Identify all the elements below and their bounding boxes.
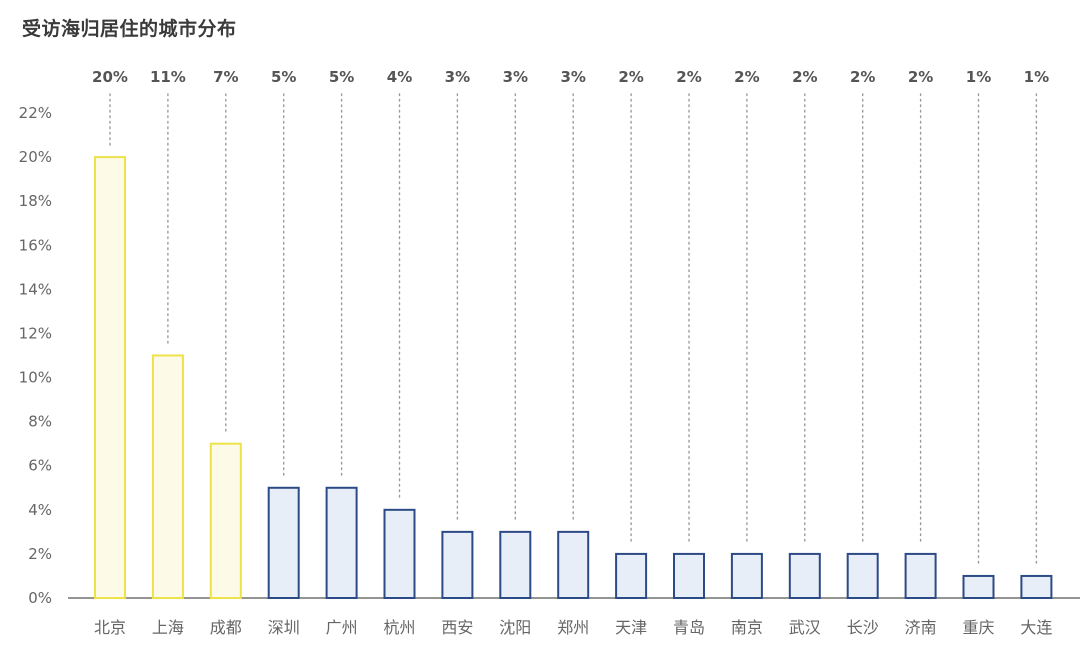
data-label: 2% (850, 68, 875, 86)
data-label: 3% (503, 68, 528, 86)
y-tick-label: 18% (19, 192, 52, 210)
data-label: 2% (908, 68, 933, 86)
x-tick-label: 广州 (326, 618, 358, 637)
data-label: 1% (1024, 68, 1049, 86)
bar (1020, 574, 1053, 599)
x-tick-label: 重庆 (962, 618, 994, 637)
x-tick-label: 沈阳 (499, 618, 531, 637)
x-tick-label: 上海 (152, 618, 184, 637)
data-label: 4% (387, 68, 412, 86)
y-tick-label: 8% (28, 413, 52, 431)
y-tick-label: 10% (19, 369, 52, 387)
data-label: 1% (966, 68, 991, 86)
data-label: 20% (92, 68, 128, 86)
data-label: 3% (445, 68, 470, 86)
bar (209, 442, 242, 599)
data-label: 2% (734, 68, 759, 86)
bar (383, 508, 416, 599)
x-tick-label: 成都 (210, 618, 242, 637)
x-tick-label: 天津 (615, 618, 647, 637)
data-label: 5% (329, 68, 354, 86)
data-label: 11% (150, 68, 186, 86)
data-label: 3% (560, 68, 585, 86)
bar (846, 552, 879, 600)
bar (557, 530, 590, 600)
x-tick-label: 北京 (94, 618, 126, 637)
y-tick-label: 12% (19, 324, 52, 342)
bar (325, 486, 358, 600)
data-label: 2% (676, 68, 701, 86)
data-label: 7% (213, 68, 238, 86)
y-tick-label: 0% (28, 589, 52, 607)
x-tick-label: 郑州 (557, 618, 589, 637)
x-tick-label: 深圳 (268, 618, 300, 637)
data-label: 2% (618, 68, 643, 86)
bar (441, 530, 474, 600)
bar (151, 354, 184, 599)
bar (94, 156, 126, 599)
chart-title: 受访海归居住的城市分布 (22, 18, 237, 40)
y-tick-label: 14% (19, 280, 52, 298)
x-tick-label: 大连 (1020, 618, 1052, 637)
x-tick-label: 西安 (441, 618, 473, 637)
y-tick-label: 20% (19, 148, 52, 166)
y-tick-label: 22% (19, 104, 52, 122)
bar (962, 574, 995, 599)
y-tick-label: 2% (28, 545, 52, 563)
bar (499, 530, 532, 600)
x-tick-label: 青岛 (673, 618, 705, 637)
bar (615, 552, 648, 600)
y-tick-label: 16% (19, 236, 52, 254)
x-tick-label: 南京 (731, 618, 763, 637)
bar (267, 486, 300, 600)
x-tick-label: 济南 (905, 618, 937, 637)
x-tick-label: 杭州 (383, 618, 415, 637)
bar (788, 552, 821, 600)
data-label: 2% (792, 68, 817, 86)
x-tick-label: 长沙 (847, 618, 879, 637)
bar (904, 552, 937, 600)
y-tick-label: 4% (28, 501, 52, 519)
y-tick-label: 6% (28, 457, 52, 475)
bar (673, 552, 705, 600)
bar (730, 552, 763, 600)
data-label: 5% (271, 68, 296, 86)
x-tick-label: 武汉 (789, 618, 821, 637)
